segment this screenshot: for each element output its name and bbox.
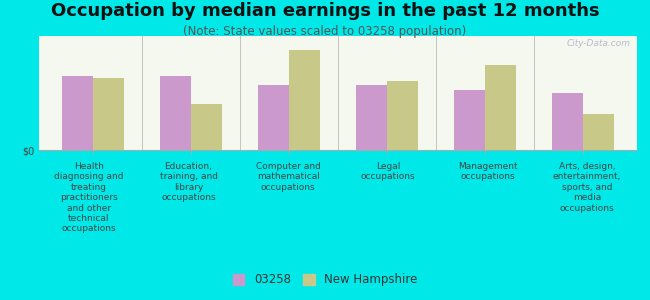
Bar xyxy=(356,85,387,150)
Bar xyxy=(583,114,614,150)
Bar xyxy=(191,104,222,150)
Bar xyxy=(485,64,516,150)
Legend: 03258, New Hampshire: 03258, New Hampshire xyxy=(228,269,422,291)
Bar xyxy=(454,90,485,150)
Text: Management
occupations: Management occupations xyxy=(458,162,517,182)
Text: Computer and
mathematical
occupations: Computer and mathematical occupations xyxy=(255,162,320,192)
Bar xyxy=(257,85,289,150)
Text: Education,
training, and
library
occupations: Education, training, and library occupat… xyxy=(159,162,218,202)
Text: Legal
occupations: Legal occupations xyxy=(361,162,415,182)
Bar xyxy=(62,76,93,150)
Bar xyxy=(387,81,419,150)
Bar xyxy=(93,78,124,150)
Text: Health
diagnosing and
treating
practitioners
and other
technical
occupations: Health diagnosing and treating practitio… xyxy=(54,162,124,233)
Text: Arts, design,
entertainment,
sports, and
media
occupations: Arts, design, entertainment, sports, and… xyxy=(553,162,621,213)
Text: Occupation by median earnings in the past 12 months: Occupation by median earnings in the pas… xyxy=(51,2,599,20)
Bar xyxy=(289,50,320,150)
Bar xyxy=(552,93,583,150)
Text: (Note: State values scaled to 03258 population): (Note: State values scaled to 03258 popu… xyxy=(183,26,467,38)
Bar xyxy=(160,76,191,150)
Text: City-Data.com: City-Data.com xyxy=(567,39,631,48)
